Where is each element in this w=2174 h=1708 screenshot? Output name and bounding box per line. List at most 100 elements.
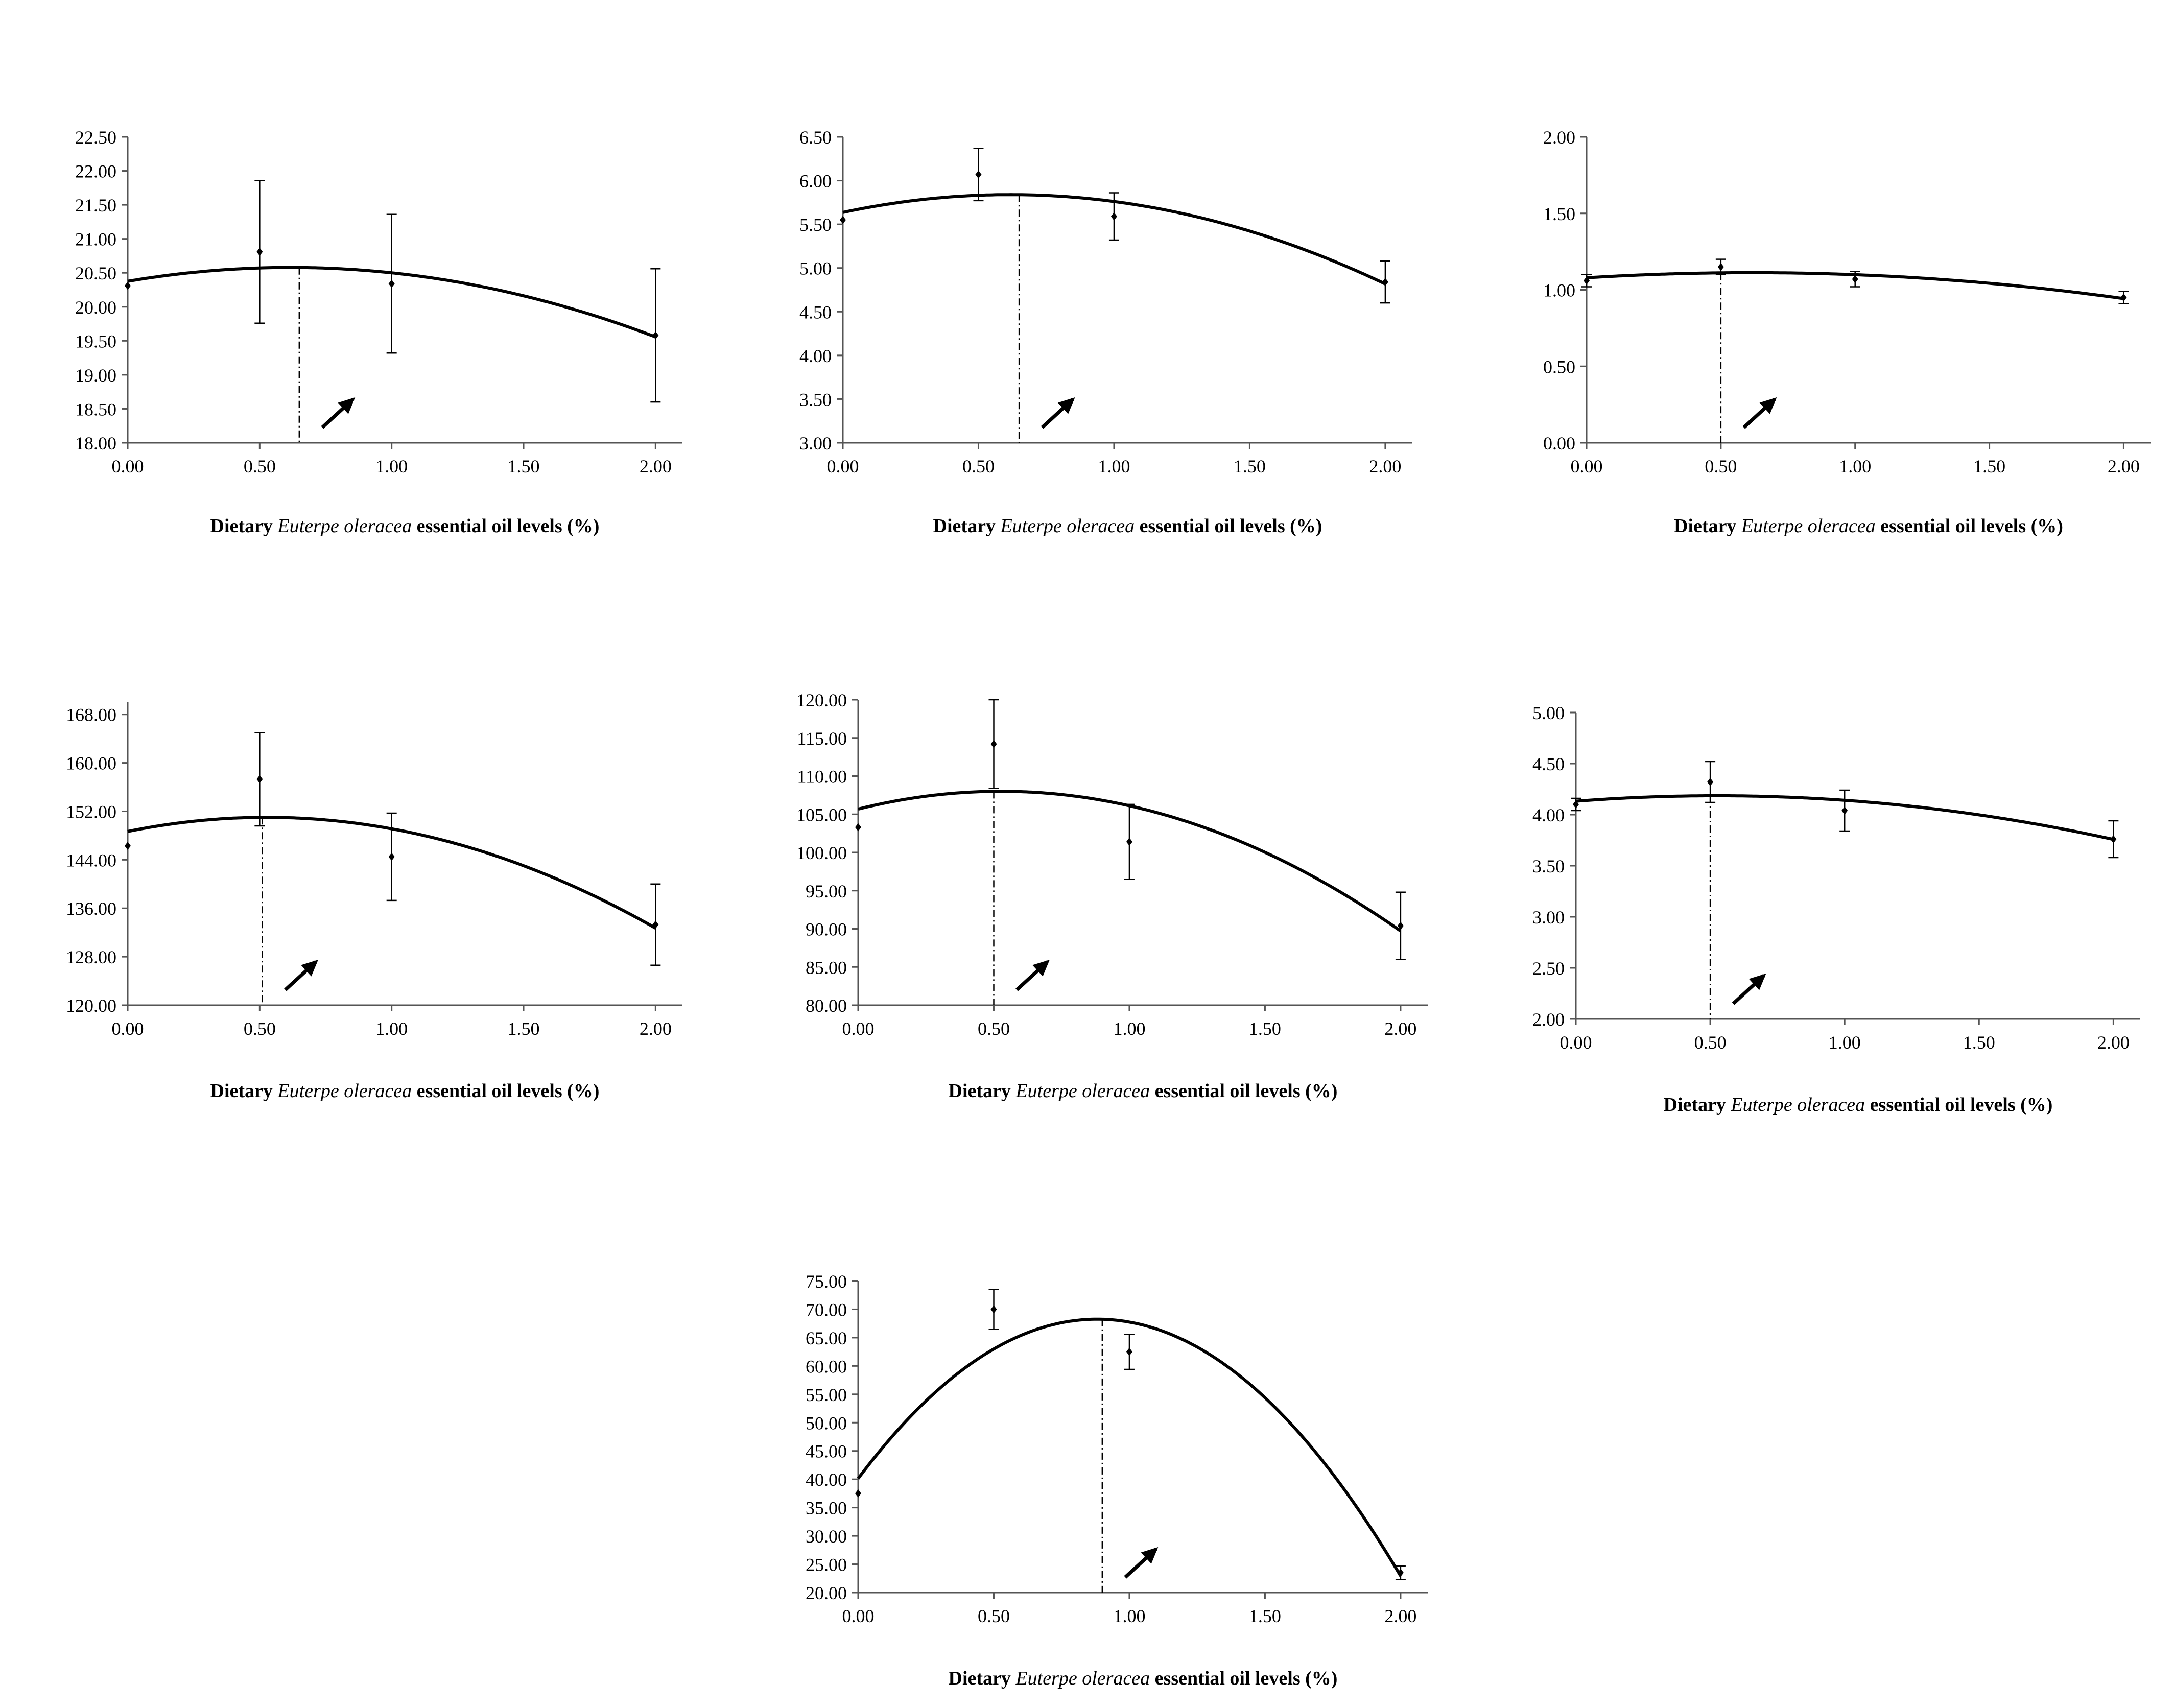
x-axis-title: Dietary Euterpe oleracea essential oil l… — [949, 1668, 1338, 1689]
y-tick-label: 65.00 — [806, 1328, 847, 1348]
x-tick-label: 0.00 — [842, 1606, 875, 1626]
y-tick-label: 5.00 — [799, 258, 832, 279]
x-tick-label: 0.00 — [112, 456, 144, 477]
y-tick-label: 3.50 — [799, 389, 832, 410]
y-tick-label: 120.00 — [796, 690, 847, 710]
y-tick-label: 1.00 — [1543, 280, 1575, 301]
optimum-arrowhead — [338, 397, 356, 414]
chart-panel-c: 0.00 0.50 1.00 1.50 2.00 0.00 0.50 1.00 1.50 2.00… — [1543, 127, 2151, 537]
y-tick-label: 160.00 — [66, 753, 116, 774]
x-tick-label: 0.00 — [112, 1018, 144, 1039]
y-tick-label: 55.00 — [806, 1385, 847, 1405]
data-point — [1841, 806, 1848, 815]
x-tick-label: 1.00 — [375, 456, 408, 477]
x-tick-label: 1.50 — [508, 456, 540, 477]
x-tick-label: 0.00 — [842, 1018, 875, 1039]
data-point — [388, 279, 395, 288]
data-point — [855, 823, 861, 832]
y-tick-label: 90.00 — [806, 919, 847, 940]
x-axis-title: Dietary Euterpe oleracea essential oil l… — [1664, 1094, 2053, 1116]
y-tick-label: 2.00 — [1532, 1009, 1565, 1030]
y-tick-label: 30.00 — [806, 1526, 847, 1547]
x-tick-label: 0.50 — [1705, 456, 1737, 477]
x-tick-label: 0.50 — [962, 456, 995, 477]
data-point — [256, 247, 263, 256]
x-tick-label: 2.00 — [1384, 1606, 1416, 1626]
y-tick-label: 19.50 — [75, 331, 116, 351]
x-axis-title-species: Euterpe oleracea — [1730, 1094, 1865, 1116]
x-tick-label: 1.50 — [1249, 1606, 1281, 1626]
y-tick-label: 3.00 — [1532, 907, 1565, 928]
y-tick-label: 128.00 — [66, 947, 116, 967]
data-point — [652, 331, 659, 340]
y-tick-label: 20.00 — [806, 1583, 847, 1603]
data-point — [1852, 275, 1858, 283]
optimum-arrowhead — [1748, 973, 1766, 990]
chart-panel-a: 18.00 18.50 19.00 19.50 20.00 20.50 21.00 21.50… — [75, 127, 682, 537]
y-tick-label: 110.00 — [797, 767, 847, 787]
x-tick-label: 1.00 — [1113, 1606, 1145, 1626]
x-axis-title-prefix: Dietary — [210, 515, 278, 537]
x-axis-title-prefix: Dietary — [949, 1080, 1016, 1102]
y-tick-label: 105.00 — [796, 804, 847, 825]
x-axis-title-suffix: essential oil levels (%) — [1876, 515, 2063, 537]
chart-panel-d: 120.00 128.00 136.00 144.00 152.00 160.00 168.… — [66, 702, 682, 1102]
y-tick-label: 4.00 — [799, 346, 832, 366]
x-axis-title: Dietary Euterpe oleracea essential oil l… — [1674, 515, 2063, 537]
y-tick-label: 25.00 — [806, 1555, 847, 1575]
y-tick-label: 0.00 — [1543, 433, 1575, 454]
y-tick-label: 144.00 — [66, 850, 116, 870]
x-tick-label: 0.50 — [244, 456, 276, 477]
data-point — [1707, 778, 1714, 786]
y-tick-label: 20.00 — [75, 297, 116, 318]
y-tick-label: 18.00 — [75, 433, 116, 454]
x-tick-label: 1.00 — [1829, 1032, 1861, 1053]
data-point — [2120, 293, 2127, 302]
x-axis-title: Dietary Euterpe oleracea essential oil l… — [949, 1080, 1338, 1102]
data-point — [1573, 800, 1579, 809]
x-axis-title-suffix: essential oil levels (%) — [412, 1080, 599, 1102]
x-axis-title: Dietary Euterpe oleracea essential oil l… — [210, 515, 600, 537]
x-tick-label: 1.00 — [1098, 456, 1130, 477]
y-tick-label: 95.00 — [806, 881, 847, 902]
chart-panel-b: 3.00 3.50 4.00 4.50 5.00 5.50 6.00 6.50 0.00 0.50… — [799, 127, 1412, 537]
y-tick-label: 136.00 — [66, 898, 116, 919]
y-tick-label: 22.00 — [75, 161, 116, 182]
x-axis-title-prefix: Dietary — [933, 515, 1001, 537]
y-tick-label: 18.50 — [75, 399, 116, 419]
y-tick-label: 4.00 — [1532, 805, 1565, 825]
data-point — [990, 740, 997, 748]
x-tick-label: 0.50 — [244, 1018, 276, 1039]
data-point — [1717, 263, 1724, 271]
x-axis-title-suffix: essential oil levels (%) — [1150, 1668, 1337, 1689]
chart-panel-f: 2.00 2.50 3.00 3.50 4.00 4.50 5.00 0.00 0.50 1.00… — [1532, 703, 2140, 1116]
x-tick-label: 2.00 — [2097, 1032, 2130, 1053]
y-tick-label: 50.00 — [806, 1413, 847, 1433]
y-tick-label: 168.00 — [66, 705, 116, 725]
x-tick-label: 2.00 — [640, 456, 672, 477]
data-point — [125, 281, 131, 290]
x-axis-title-species: Euterpe oleracea — [1741, 515, 1876, 537]
x-axis-title-prefix: Dietary — [1674, 515, 1741, 537]
y-tick-label: 70.00 — [806, 1299, 847, 1320]
data-point — [1382, 278, 1388, 287]
x-tick-label: 1.50 — [1234, 456, 1266, 477]
data-point — [840, 216, 846, 224]
x-axis-title-suffix: essential oil levels (%) — [1135, 515, 1322, 537]
x-tick-label: 0.50 — [1694, 1032, 1727, 1053]
x-axis-title-prefix: Dietary — [949, 1668, 1016, 1689]
y-tick-label: 85.00 — [806, 957, 847, 978]
x-axis-title-species: Euterpe oleracea — [1015, 1668, 1150, 1689]
x-tick-label: 1.00 — [375, 1018, 408, 1039]
x-axis-title-prefix: Dietary — [210, 1080, 278, 1102]
y-tick-label: 21.00 — [75, 229, 116, 250]
optimum-arrowhead — [1759, 397, 1777, 414]
y-tick-label: 80.00 — [806, 995, 847, 1016]
y-tick-label: 152.00 — [66, 801, 116, 822]
y-tick-label: 6.00 — [799, 171, 832, 192]
x-tick-label: 2.00 — [640, 1018, 672, 1039]
optimum-arrowhead — [1141, 1547, 1159, 1564]
x-axis-title-suffix: essential oil levels (%) — [412, 515, 599, 537]
data-point — [1397, 1569, 1404, 1577]
x-tick-label: 0.50 — [978, 1018, 1010, 1039]
